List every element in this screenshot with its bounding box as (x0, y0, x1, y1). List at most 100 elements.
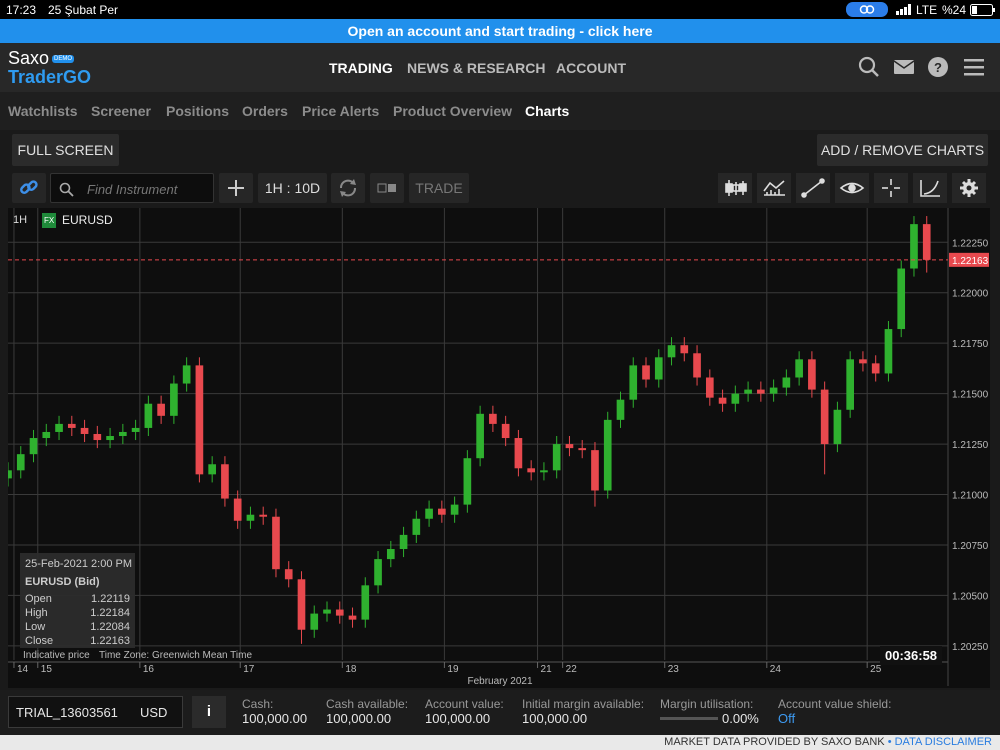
instrument-name: EURUSD (62, 213, 113, 227)
candle-body (361, 585, 370, 620)
status-bar: 17:23 25 Şubat Per LTE %24 (0, 0, 1000, 19)
field-value: 100,000.00 (522, 711, 588, 726)
candle-body (501, 423, 510, 439)
candle-body (731, 393, 740, 404)
candle-body (106, 436, 114, 441)
field-label: Account value shield: (778, 697, 892, 711)
candle-body (233, 498, 242, 521)
add-remove-charts-button[interactable]: ADD / REMOVE CHARTS (817, 134, 988, 166)
candle-countdown: 00:36:58 (880, 646, 943, 665)
disclaimer-link[interactable]: DATA DISCLAIMER (894, 736, 992, 748)
tab[interactable]: Screener (91, 103, 151, 119)
battery-text: %24 (942, 3, 967, 17)
field-value[interactable]: Off (778, 711, 796, 726)
candle-body (897, 268, 906, 330)
candle-body (42, 431, 51, 439)
footer: MARKET DATA PROVIDED BY SAXO BANK • DATA… (0, 735, 1000, 750)
trade-button[interactable]: TRADE (409, 173, 469, 203)
field-value: 0.00% (722, 711, 759, 726)
candle-body (195, 365, 204, 475)
tab[interactable]: Orders (242, 103, 288, 119)
y-tick-label: 1.21500 (952, 390, 989, 401)
tab[interactable]: Price Alerts (302, 103, 380, 119)
tooltip-value: 1.22163 (90, 635, 130, 647)
interval-button[interactable]: 1H : 10D (258, 173, 327, 203)
tooltip-date: 25-Feb-2021 2:00 PM (25, 558, 133, 570)
brand-line2: TraderGO (8, 67, 92, 87)
candle-body (335, 609, 344, 616)
candle-body (642, 365, 650, 380)
link-button[interactable] (12, 173, 46, 203)
y-tick-label: 1.22250 (952, 238, 989, 249)
x-tick-label: 16 (143, 664, 155, 675)
candle-body (284, 569, 293, 580)
data-provider: MARKET DATA PROVIDED BY SAXO BANK (664, 736, 885, 748)
promo-banner[interactable]: Open an account and start trading - clic… (0, 19, 1000, 43)
candle-body (922, 224, 931, 260)
tab[interactable]: Product Overview (393, 103, 513, 119)
x-axis-title: February 2021 (467, 676, 532, 687)
candle-body (450, 504, 459, 515)
account-currency: USD (140, 705, 168, 720)
add-button[interactable] (219, 173, 253, 203)
y-tick-label: 1.20500 (952, 591, 989, 602)
candle-body (591, 450, 599, 491)
layout-button[interactable] (370, 173, 404, 203)
candle-body (16, 454, 25, 471)
candle-body (489, 413, 497, 424)
tooltip-label: Open (25, 593, 52, 605)
refresh-button[interactable] (331, 173, 365, 203)
tab[interactable]: Watchlists (8, 103, 78, 119)
chart[interactable]: 1.22250 1.22000 1.21750 1.21500 1.21250 1.210… (8, 208, 990, 688)
field-value: 100,000.00 (242, 711, 308, 726)
header-icons[interactable]: ? (856, 55, 990, 79)
candle-body (463, 458, 472, 505)
account-selector[interactable]: TRIAL_13603561 USD (8, 696, 183, 728)
candle-body (374, 559, 382, 586)
tab[interactable]: Charts (525, 103, 570, 119)
candle-body (603, 419, 612, 491)
instrument-badge: FX (42, 213, 57, 228)
x-tick-label: 19 (447, 664, 459, 675)
candle-body (795, 359, 803, 378)
nav-item[interactable]: ACCOUNT (556, 60, 626, 76)
candle-body (144, 403, 153, 428)
candle-body (425, 508, 433, 519)
brand-badge: DEMO (52, 55, 74, 63)
candle-body (246, 514, 255, 521)
info-button[interactable]: i (192, 696, 226, 728)
candle-body (910, 224, 918, 269)
candle-body (157, 403, 165, 416)
full-screen-button[interactable]: FULL SCREEN (12, 134, 119, 166)
x-tick-label: 22 (566, 664, 578, 675)
y-tick-label: 1.21000 (952, 491, 989, 502)
chart-tools[interactable] (718, 173, 990, 203)
margin-bar (660, 717, 718, 720)
account-id: TRIAL_13603561 (16, 705, 118, 720)
nav-item[interactable]: NEWS & RESEARCH (407, 60, 546, 76)
candle-body (399, 534, 408, 550)
candle-body (55, 423, 63, 432)
candle-body (820, 389, 829, 445)
candle-body (29, 438, 38, 455)
x-tick-label: 21 (541, 664, 553, 675)
tab[interactable]: Positions (166, 103, 230, 119)
candle-body (310, 613, 319, 630)
candle-body (438, 508, 446, 515)
x-tick-label: 18 (345, 664, 357, 675)
field-label: Margin utilisation: (660, 697, 754, 711)
candle-body (8, 470, 12, 479)
candle-body (170, 383, 178, 416)
field-label: Account value: (425, 697, 504, 711)
nav-item[interactable]: TRADING (329, 60, 393, 76)
account-bar: TRIAL_13603561 USD i Cash: 100,000.00 Ca… (0, 690, 1000, 735)
instrument-search[interactable]: Find Instrument (50, 173, 214, 203)
candle-body (616, 399, 625, 420)
candle-body (578, 448, 587, 451)
candle-body (884, 329, 893, 374)
candle-body (131, 427, 140, 432)
candle-body (680, 345, 689, 354)
date: 25 Şubat Per (48, 3, 119, 17)
field-label: Initial margin available: (522, 697, 645, 711)
timezone-note: Time Zone: Greenwich Mean Time (99, 650, 253, 661)
